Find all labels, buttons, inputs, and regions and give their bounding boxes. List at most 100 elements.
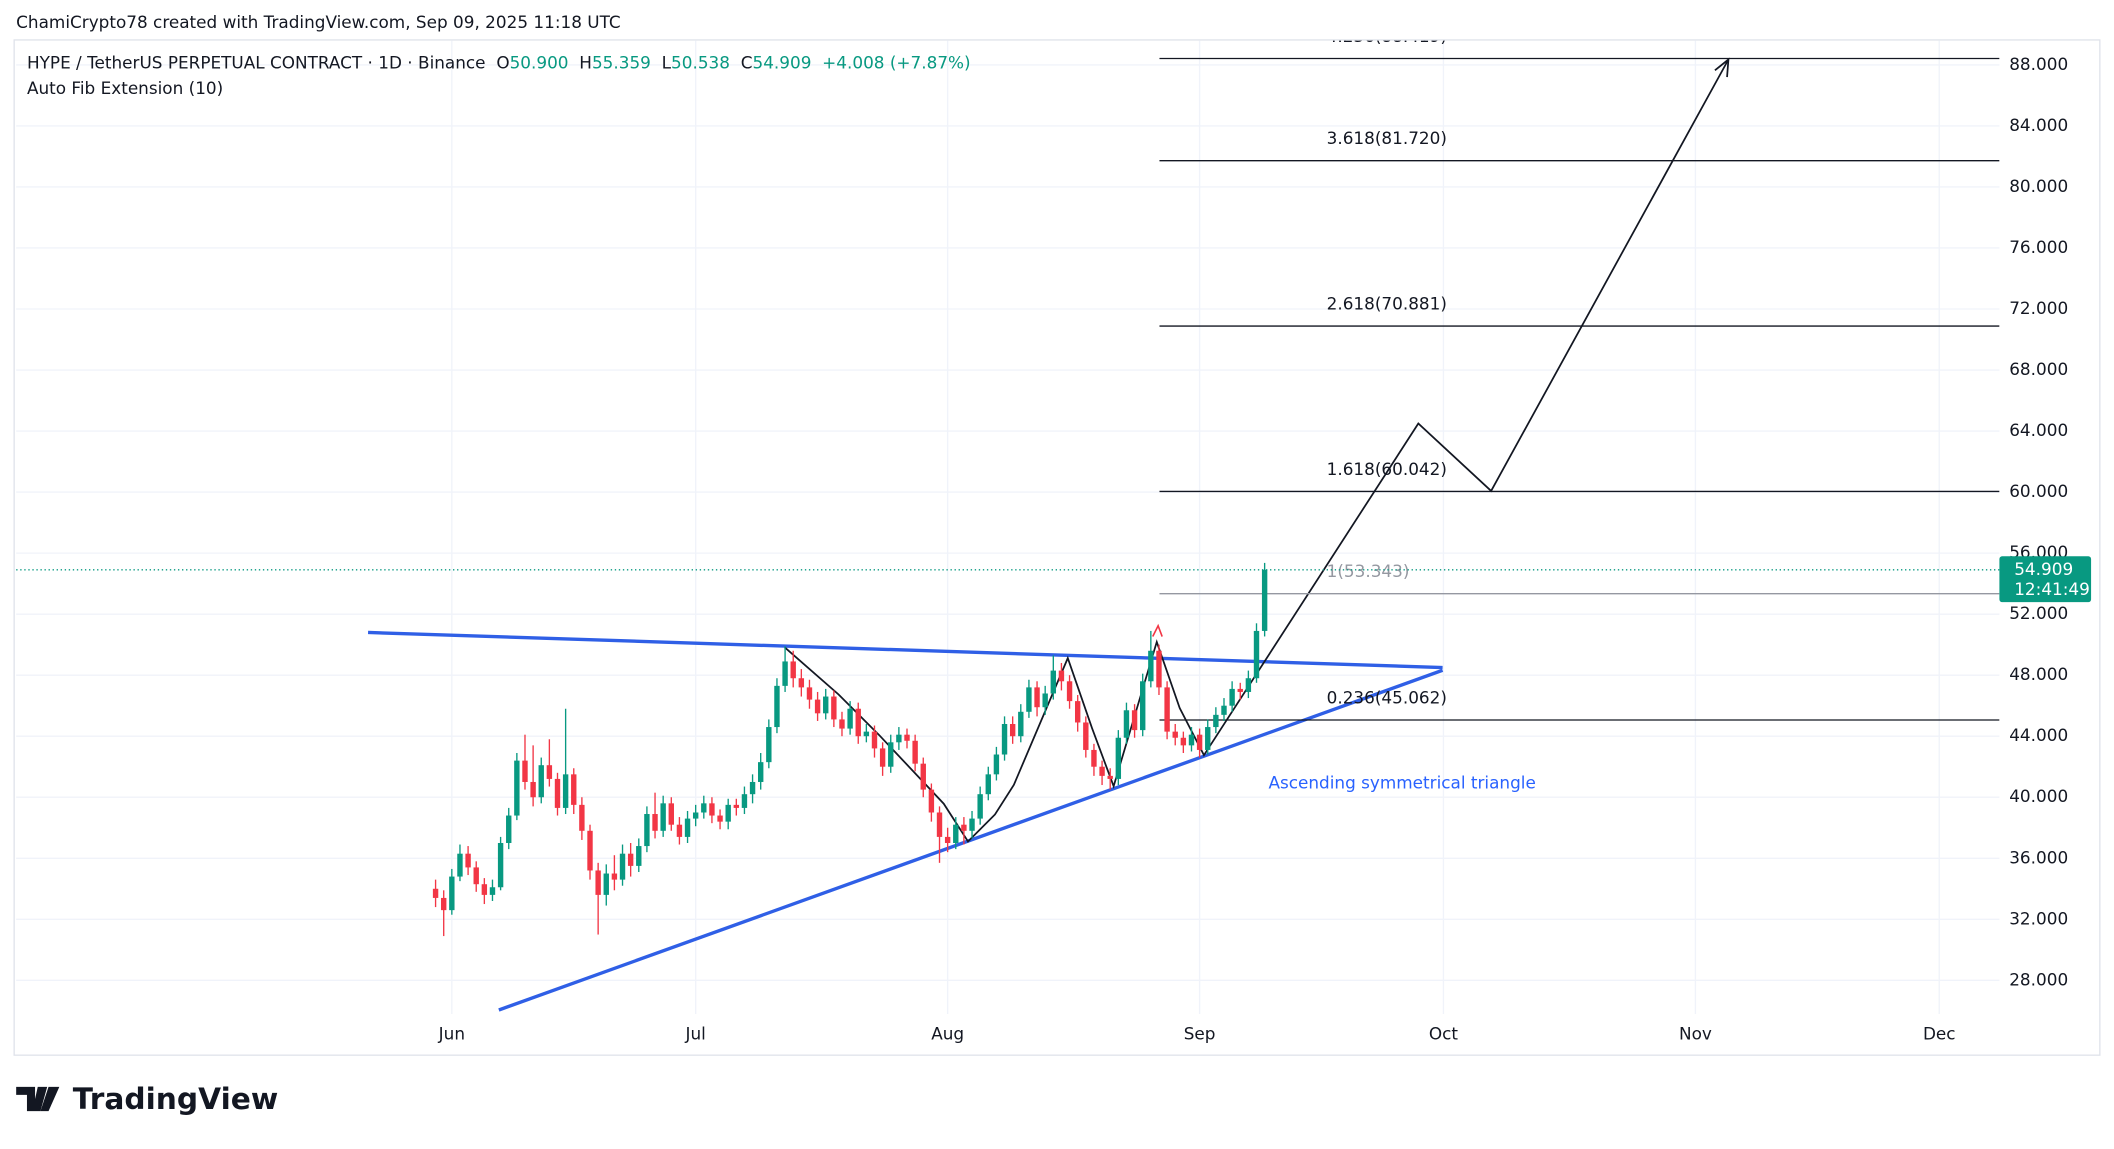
y-tick-label: 60.000: [2009, 481, 2068, 501]
candle-body: [636, 846, 642, 866]
candle-body: [993, 754, 1000, 775]
candle-body: [1237, 688, 1243, 692]
candle-body: [1018, 711, 1024, 737]
y-tick-label: 40.000: [2009, 786, 2068, 806]
candle-body: [441, 897, 447, 911]
x-tick-label: Aug: [931, 1023, 964, 1043]
candle-body: [1083, 722, 1089, 750]
ohlc-value: 50.900: [510, 53, 569, 73]
candle-body: [985, 774, 991, 795]
change: +4.008 (+7.87%): [822, 53, 970, 73]
candle-body: [709, 803, 715, 816]
candles: [16, 562, 2000, 937]
x-tick-label: Dec: [1923, 1023, 1956, 1043]
candle-body: [741, 794, 748, 808]
candle-body: [627, 853, 634, 866]
candle-body: [1001, 724, 1008, 755]
candle-body: [1074, 701, 1081, 723]
candle-body: [1156, 650, 1162, 688]
brand-name: TradingView: [73, 1081, 278, 1116]
candle-body: [814, 699, 821, 714]
candle-body: [725, 804, 731, 822]
candle-body: [1205, 727, 1211, 750]
candle-body: [1253, 630, 1260, 679]
candle-body: [1050, 670, 1057, 694]
y-tick-label: 48.000: [2009, 664, 2068, 684]
candle-body: [944, 836, 951, 844]
candle-body: [758, 762, 764, 782]
y-tick-label: 44.000: [2009, 725, 2068, 745]
x-tick-label: Jul: [685, 1023, 706, 1043]
fib-label: 3.618(81.720): [1327, 128, 1447, 148]
candle-body: [595, 870, 601, 895]
candle-body: [1042, 693, 1048, 708]
price-label-box: [1999, 556, 2092, 603]
candle-body: [839, 719, 845, 729]
candle-body: [481, 884, 488, 895]
candle-body: [733, 804, 740, 808]
candle-body: [1180, 737, 1187, 746]
candle-body: [1058, 670, 1065, 682]
candle-body: [603, 873, 609, 895]
candle-body: [928, 789, 935, 813]
y-tick-label: 52.000: [2009, 603, 2068, 623]
candle-body: [977, 794, 983, 819]
candle-body: [749, 781, 756, 795]
candle-body: [1229, 688, 1235, 706]
candle-body: [904, 734, 910, 741]
candle-body: [823, 696, 829, 714]
candle-body: [692, 812, 699, 819]
ohlc-key: O: [496, 53, 509, 73]
fib-label: 0.236(45.062): [1327, 687, 1447, 707]
x-tick-label: Sep: [1184, 1023, 1216, 1043]
ohlc-value: 54.909: [752, 53, 811, 73]
candle-body: [473, 867, 479, 885]
candle-body: [936, 812, 943, 837]
candle-body: [684, 818, 691, 837]
y-tick-label: 72.000: [2009, 298, 2068, 318]
candle-body: [1196, 734, 1203, 750]
signal-arrow: [1151, 623, 1163, 637]
candle-body: [579, 804, 585, 831]
fib-label: 4.236(88.419): [1327, 26, 1447, 46]
candle-body: [619, 853, 626, 880]
ohlc-key: L: [662, 53, 672, 73]
indicator: Auto Fib Extension (10): [27, 78, 223, 98]
candle-body: [1034, 687, 1040, 708]
candle-body: [774, 685, 780, 728]
fib-label: 2.618(70.881): [1327, 294, 1447, 314]
candle-body: [1148, 650, 1154, 682]
candle-body: [432, 888, 439, 898]
candle-body: [1123, 710, 1130, 738]
ohlc-key: H: [579, 53, 592, 73]
candle-body: [1026, 687, 1032, 712]
candle-body: [1140, 681, 1146, 731]
candle-body: [538, 765, 544, 798]
attribution: ChamiCrypto78 created with TradingView.c…: [16, 12, 621, 32]
candle-body: [896, 734, 902, 743]
candle-body: [879, 748, 886, 767]
ohlc-value: 55.359: [592, 53, 651, 73]
candle-body: [1009, 724, 1016, 737]
candle-body: [920, 763, 926, 790]
candle-body: [1091, 749, 1097, 767]
pattern-annotation: Ascending symmetrical triangle: [1268, 772, 1535, 792]
projection-path: [784, 59, 1730, 843]
candle-body: [668, 803, 674, 825]
candle-body: [847, 708, 853, 729]
x-tick-label: Nov: [1679, 1023, 1712, 1043]
y-tick-label: 76.000: [2009, 237, 2068, 257]
countdown-label: 12:41:49: [2014, 579, 2090, 599]
candle-body: [798, 678, 805, 688]
candle-body: [1221, 705, 1227, 715]
candle-body: [489, 887, 496, 895]
y-tick-label: 80.000: [2009, 176, 2068, 196]
candle-body: [855, 708, 861, 737]
candle-body: [969, 818, 975, 831]
symbol: HYPE / TetherUS PERPETUAL CONTRACT · 1D …: [27, 53, 486, 73]
y-tick-label: 68.000: [2009, 359, 2068, 379]
candle-body: [782, 661, 788, 686]
ohlc-key: C: [741, 53, 753, 73]
candle-body: [1172, 731, 1178, 738]
